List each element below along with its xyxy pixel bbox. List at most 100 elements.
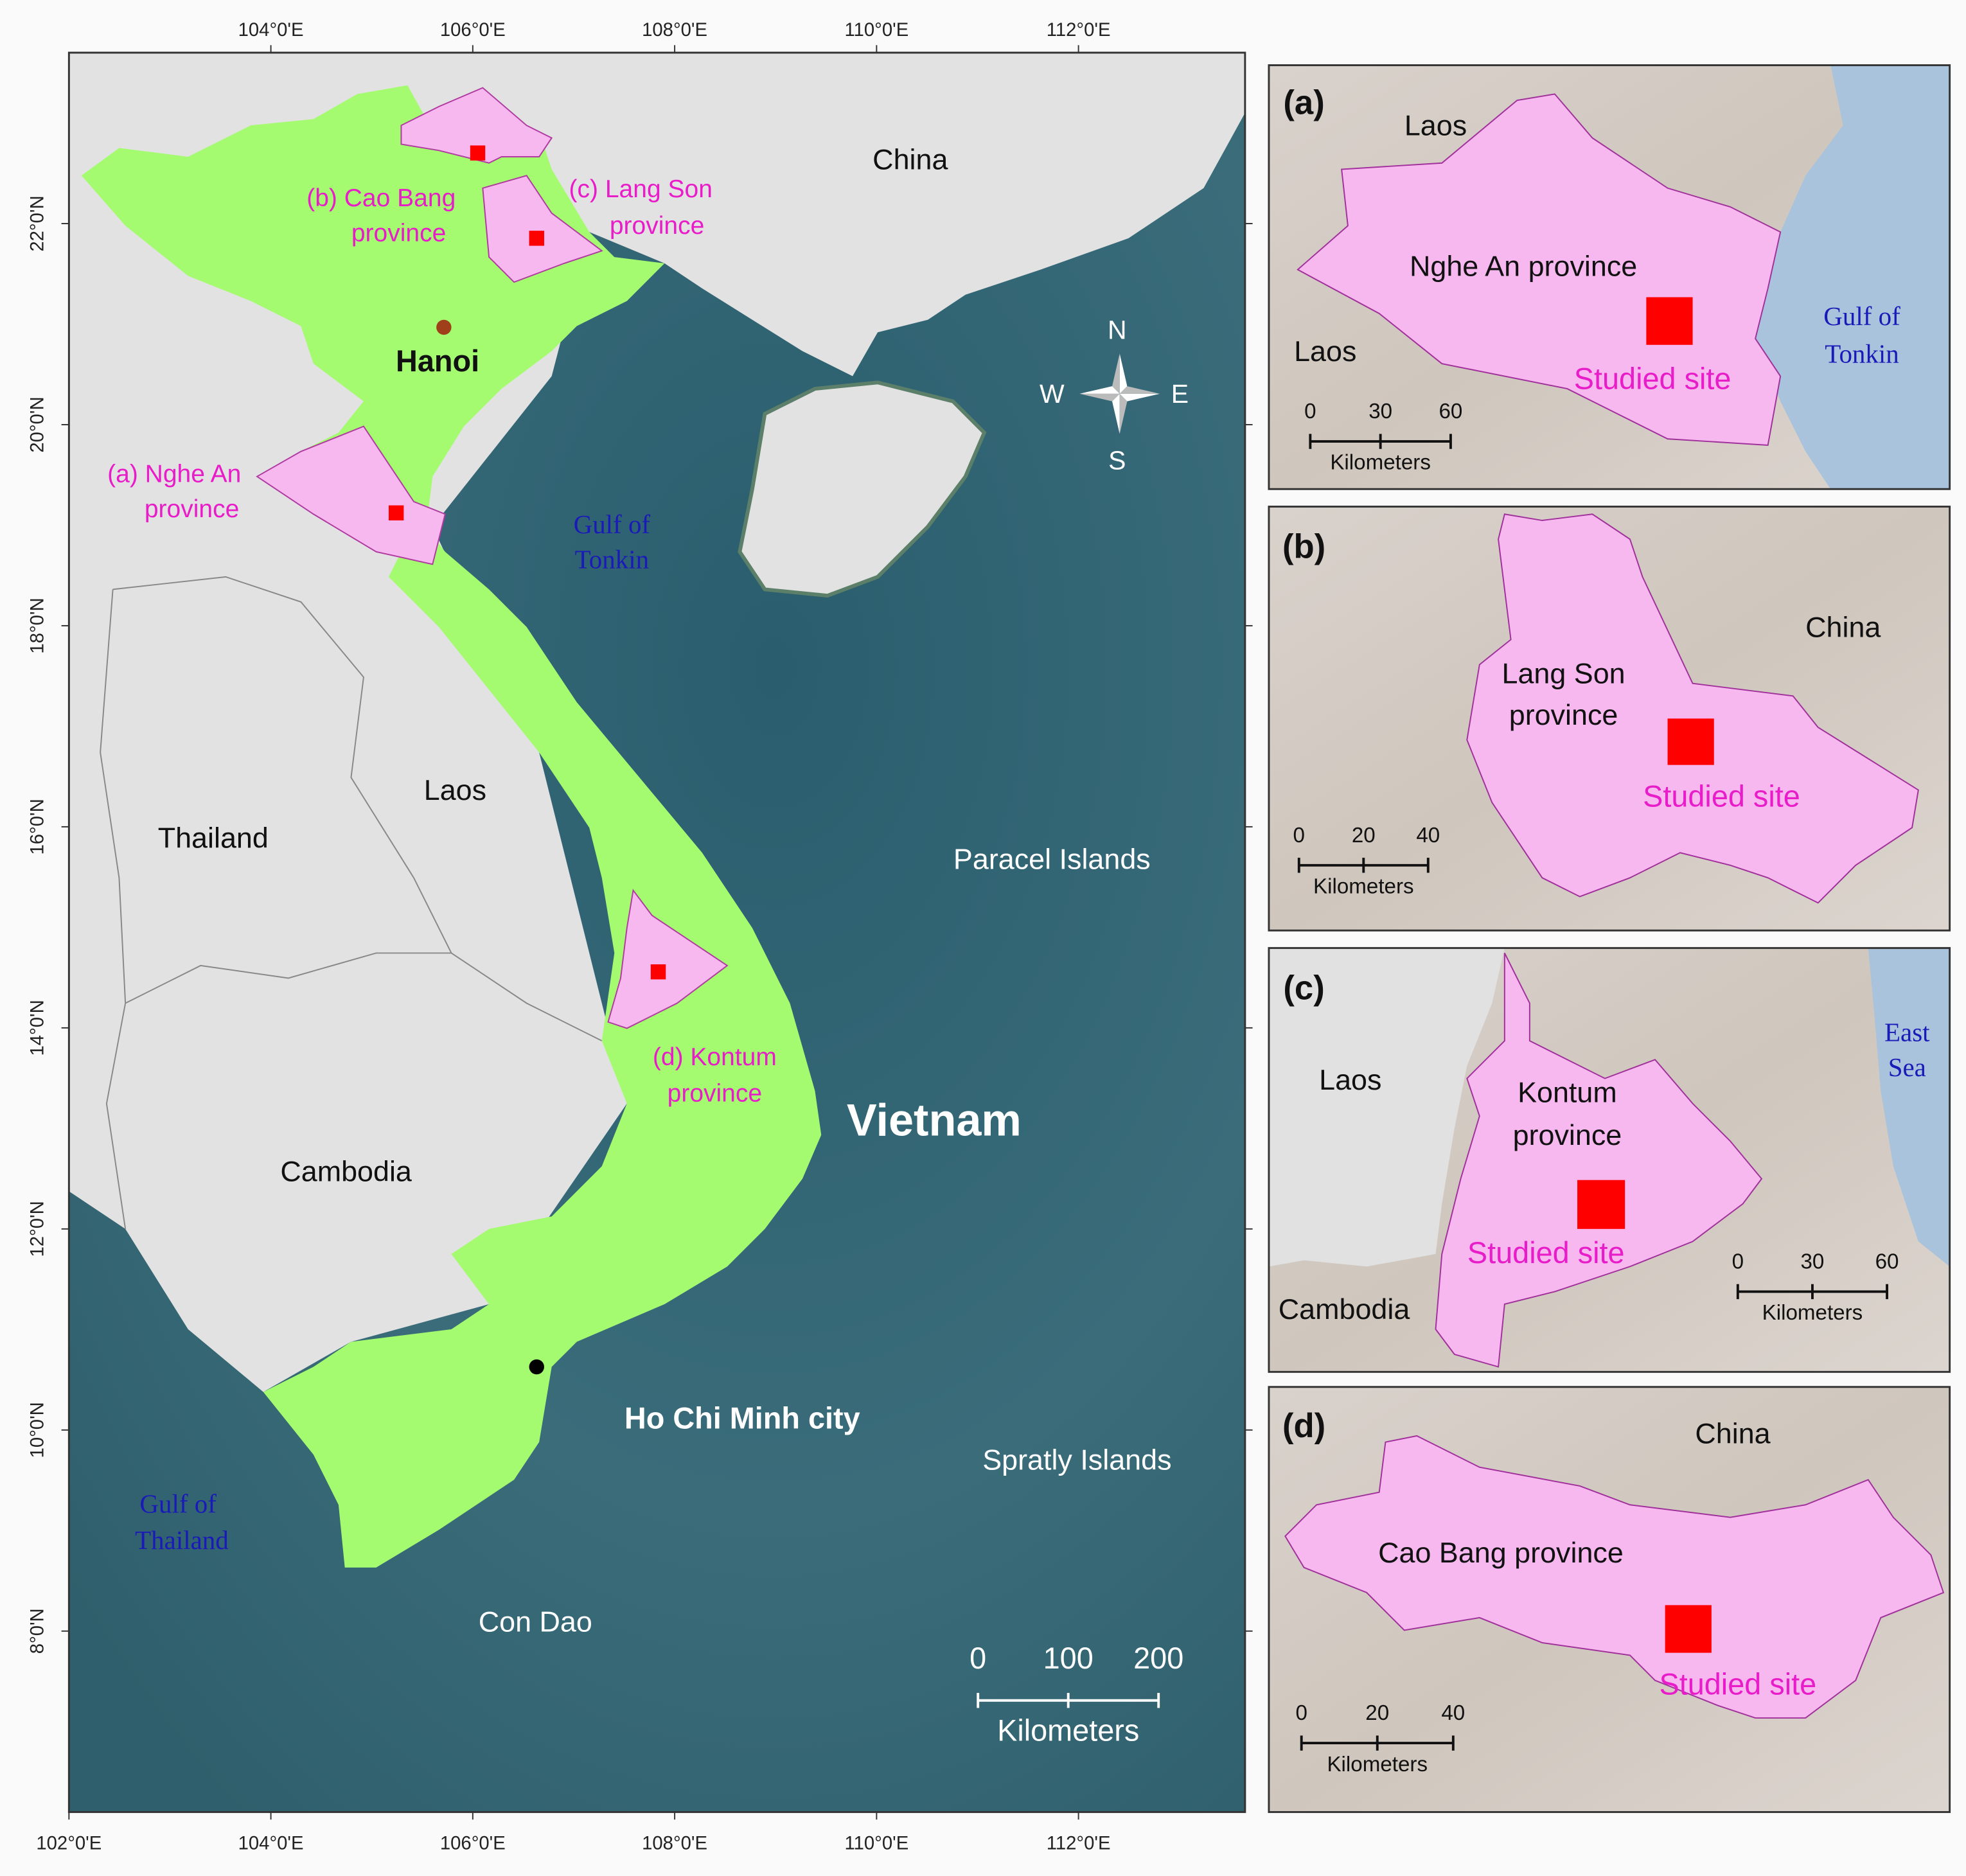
main-map: China Laos Thailand Cambodia Vietnam Han… (67, 51, 1246, 1813)
inset-frame (1268, 947, 1951, 1373)
province-shape (1435, 952, 1763, 1368)
scale-label: 40 (1441, 1701, 1465, 1725)
site-label: Studied site (1574, 362, 1731, 395)
island-label: Spratly Islands (982, 1443, 1171, 1476)
province-shape (1284, 1435, 1945, 1719)
country-border (100, 589, 127, 1229)
island-label: Con Dao (479, 1605, 592, 1638)
lon-tick-label: 110°0'E (844, 1833, 908, 1854)
place-label: Laos (424, 774, 486, 806)
place-label: Laos (1294, 335, 1356, 367)
lat-tick-label: 10°0'N (28, 1402, 48, 1458)
scale-label: 60 (1439, 400, 1462, 423)
water-label: Gulf of (574, 509, 651, 539)
water-label: Thailand (135, 1525, 229, 1555)
land (1268, 948, 1505, 1267)
place-label: Laos (1319, 1063, 1381, 1096)
scale-label: 0 (1293, 824, 1305, 847)
scale-unit: Kilometers (1762, 1301, 1863, 1325)
city-label: Hanoi (396, 344, 479, 378)
compass-point (1112, 393, 1120, 434)
province-shape (1466, 513, 1919, 904)
scale-label: 0 (1732, 1250, 1744, 1273)
lat-tick-label: 12°0'N (28, 1201, 48, 1257)
scale-unit: Kilometers (1327, 1753, 1428, 1776)
scale-unit: Kilometers (1330, 451, 1431, 475)
lat-tick-label: 20°0'N (28, 396, 48, 452)
place-label: China (1695, 1417, 1770, 1449)
country-label: Vietnam (847, 1095, 1022, 1146)
province-label: province (1513, 1119, 1622, 1151)
water-label: Sea (1888, 1052, 1926, 1082)
lat-tick-label: 18°0'N (28, 597, 48, 653)
scale-unit: Kilometers (997, 1714, 1139, 1748)
province-kontum (607, 889, 729, 1029)
lat-tick-label: 16°0'N (28, 799, 48, 854)
lon-tick-label: 106°0'E (440, 20, 506, 40)
inset-frame (1268, 506, 1951, 932)
place-label: Laos (1404, 109, 1467, 142)
scale-label: 20 (1365, 1701, 1389, 1725)
site-marker (529, 231, 544, 246)
inset-b: (b) China Lang Son province Studied site (1268, 506, 1951, 932)
province-label: Lang Son (1501, 657, 1625, 690)
province-label: province (668, 1080, 762, 1108)
site-marker (1646, 297, 1693, 345)
land-north (539, 52, 1245, 376)
water-label: Gulf of (1823, 301, 1900, 331)
lon-tick-label: 112°0'E (1047, 1833, 1111, 1854)
vietnam (81, 85, 822, 1568)
inset-a: (a) Laos Nghe An province Laos Gulf of T… (1268, 64, 1951, 490)
inset-frame (1268, 64, 1951, 490)
scale-label: 100 (1043, 1642, 1094, 1675)
scale-label: 0 (1304, 400, 1316, 423)
water-label: Gulf of (139, 1489, 217, 1518)
scale-label: 30 (1800, 1250, 1824, 1273)
water-label: East (1884, 1017, 1930, 1047)
province-label: Nghe An province (1410, 249, 1637, 282)
lon-tick-label: 104°0'E (238, 20, 304, 40)
water-label: Tonkin (575, 545, 649, 574)
island-label: Paracel Islands (953, 843, 1151, 876)
province-label: Kontum (1518, 1076, 1617, 1109)
compass-label: W (1040, 379, 1065, 409)
compass-point (1119, 393, 1160, 402)
province-label: (a) Nghe An (107, 460, 241, 488)
compass-point (1119, 353, 1128, 394)
scale-unit: Kilometers (1313, 874, 1414, 898)
map-frame (67, 51, 1246, 1813)
province-label: Cao Bang province (1378, 1536, 1624, 1569)
inset-d: (d) China Cao Bang province Studied site (1268, 1386, 1951, 1813)
scale-label: 0 (1295, 1701, 1307, 1725)
lon-tick-label: 112°0'E (1047, 20, 1111, 40)
lat-tick-label: 22°0'N (28, 195, 48, 251)
inset-c: (c) East Sea Laos Kontum province Studie… (1268, 947, 1951, 1373)
compass-label: N (1108, 315, 1127, 344)
lon-tick-label: 108°0'E (642, 20, 707, 40)
province-label: (c) Lang Son (569, 175, 713, 203)
site-label: Studied site (1643, 779, 1800, 813)
scale-label: 60 (1875, 1250, 1899, 1273)
panel-label: (b) (1282, 528, 1325, 566)
province-shape (1297, 93, 1782, 446)
province-cao-bang (400, 87, 553, 164)
site-marker (650, 964, 666, 980)
compass-point (1112, 353, 1120, 394)
lon-tick-label: 102°0'E (36, 1833, 102, 1854)
province-label: province (145, 495, 239, 523)
panel-label: (a) (1283, 84, 1324, 122)
site-label: Studied site (1467, 1236, 1625, 1270)
compass-point (1079, 393, 1120, 402)
site-marker (1665, 1605, 1712, 1653)
lat-tick-label: 14°0'N (28, 1000, 48, 1056)
province-label: province (351, 220, 446, 247)
place-label: Cambodia (1279, 1293, 1410, 1325)
panel-label: (d) (1282, 1407, 1325, 1445)
site-marker (1577, 1180, 1625, 1229)
province-lang-son (482, 175, 603, 283)
water-label: Tonkin (1825, 339, 1899, 368)
place-label: China (1805, 610, 1881, 643)
compass-point (1079, 386, 1120, 394)
scale-label: 0 (970, 1642, 986, 1675)
